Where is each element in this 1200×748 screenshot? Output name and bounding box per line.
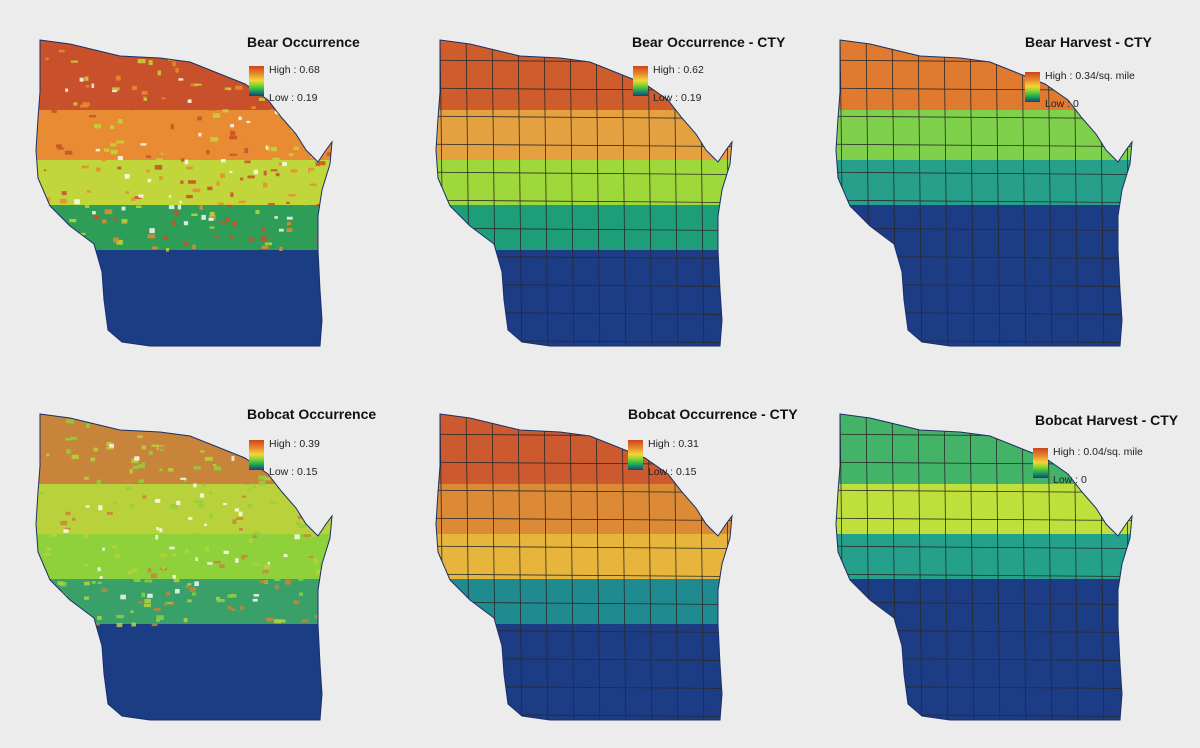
map-region — [400, 534, 800, 580]
legend-color-ramp — [1025, 72, 1040, 102]
legend-low-label: Low : 0.19 — [269, 92, 317, 104]
map-title: Bear Occurrence - CTY — [632, 34, 785, 50]
map-title: Bobcat Harvest - CTY — [1035, 412, 1178, 428]
legend-color-ramp — [249, 440, 264, 470]
legend-high-label: High : 0.34/sq. mile — [1045, 70, 1135, 82]
legend-high-label: High : 0.04/sq. mile — [1053, 446, 1143, 458]
wisconsin-map — [800, 0, 1200, 374]
map-panel-4: Bobcat Occurrence High : 0.39 Low : 0.15 — [0, 374, 400, 748]
map-panel-6: Bobcat Harvest - CTY High : 0.04/sq. mile… — [800, 374, 1200, 748]
legend-color-ramp — [249, 66, 264, 96]
map-region — [0, 205, 400, 251]
wisconsin-map — [800, 374, 1200, 748]
map-region — [400, 205, 800, 251]
legend-low-label: Low : 0 — [1045, 98, 1079, 110]
map-title: Bobcat Occurrence — [247, 406, 376, 422]
map-region — [800, 160, 1200, 206]
wisconsin-map — [0, 374, 400, 748]
map-region — [800, 205, 1200, 251]
legend-color-ramp — [1033, 448, 1048, 478]
map-region — [400, 579, 800, 625]
map-title: Bear Occurrence — [247, 34, 360, 50]
legend-low-label: Low : 0.19 — [653, 92, 701, 104]
legend-color-ramp — [633, 66, 648, 96]
map-region — [800, 534, 1200, 580]
legend-color-ramp — [628, 440, 643, 470]
map-title: Bobcat Occurrence - CTY — [628, 406, 798, 422]
map-panel-1: Bear Occurrence High : 0.68 Low : 0.19 — [0, 0, 400, 374]
legend-high-label: High : 0.62 — [653, 64, 704, 76]
map-region — [400, 160, 800, 206]
wisconsin-map — [400, 0, 800, 374]
wisconsin-map — [0, 0, 400, 374]
map-region — [0, 484, 400, 535]
legend-high-label: High : 0.31 — [648, 438, 699, 450]
wisconsin-map — [400, 374, 800, 748]
map-region — [0, 250, 400, 361]
legend-high-label: High : 0.39 — [269, 438, 320, 450]
legend-low-label: Low : 0.15 — [269, 466, 317, 478]
legend-low-label: Low : 0 — [1053, 474, 1087, 486]
map-title: Bear Harvest - CTY — [1025, 34, 1152, 50]
map-panel-5: Bobcat Occurrence - CTY High : 0.31 Low : … — [400, 374, 800, 748]
map-region — [800, 579, 1200, 625]
map-panel-3: Bear Harvest - CTY High : 0.34/sq. mile Lo… — [800, 0, 1200, 374]
map-region — [0, 534, 400, 580]
map-region — [0, 624, 400, 735]
legend-low-label: Low : 0.15 — [648, 466, 696, 478]
map-panel-2: Bear Occurrence - CTY High : 0.62 Low : 0.… — [400, 0, 800, 374]
legend-high-label: High : 0.68 — [269, 64, 320, 76]
